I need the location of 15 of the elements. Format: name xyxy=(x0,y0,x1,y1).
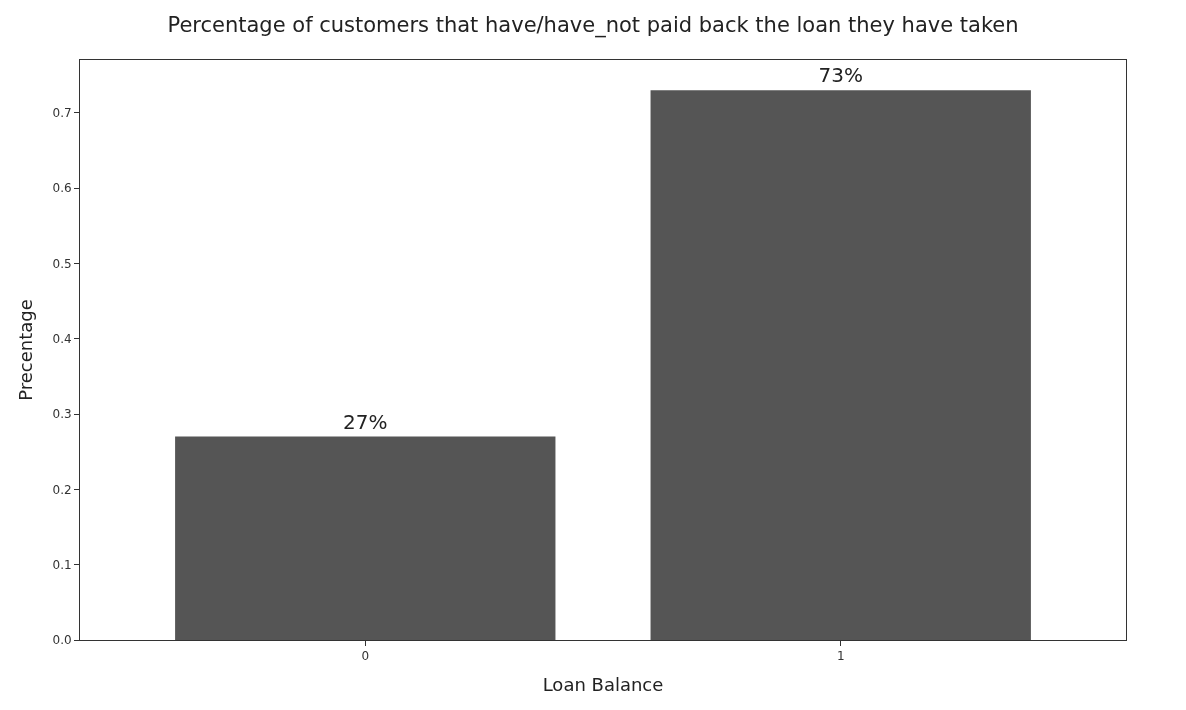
y-tick-label: 0.5 xyxy=(52,256,72,271)
y-tick-label: 0.1 xyxy=(52,557,72,572)
y-tick-label: 0.4 xyxy=(52,331,72,346)
x-axis-title: Loan Balance xyxy=(542,673,664,695)
y-tick-label: 0.0 xyxy=(52,633,72,648)
x-tick-label: 1 xyxy=(836,649,845,664)
chart-title: Percentage of customers that have/have_not paid back the loan they have taken xyxy=(167,13,1019,39)
y-axis-title: Precentage xyxy=(14,299,36,401)
y-tick-label: 0.2 xyxy=(52,482,72,497)
data-label: 27% xyxy=(343,409,388,434)
data-label: 73% xyxy=(818,63,863,88)
y-tick-label: 0.3 xyxy=(52,407,72,422)
x-tick-label: 0 xyxy=(361,649,370,664)
y-tick-label: 0.7 xyxy=(52,105,72,120)
y-tick-label: 0.6 xyxy=(52,181,72,196)
